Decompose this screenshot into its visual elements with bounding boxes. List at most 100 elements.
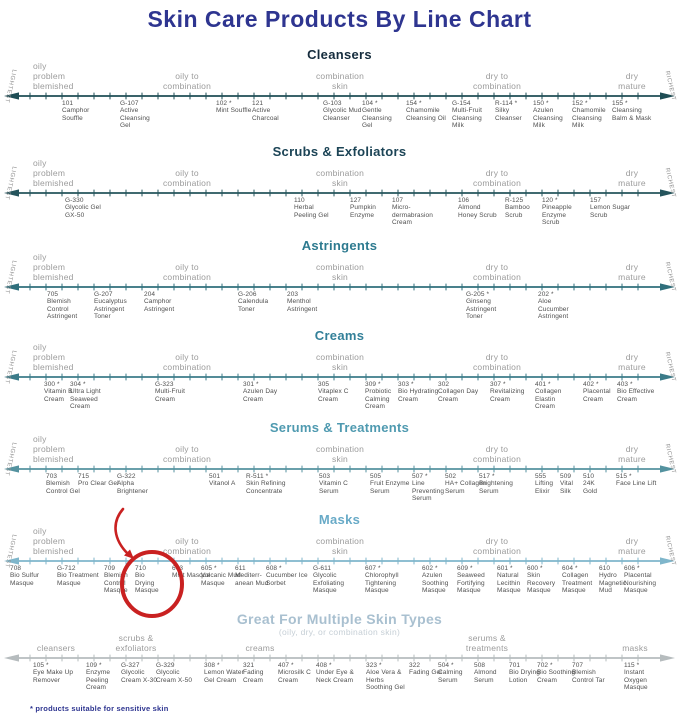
product-code: G-207 (94, 291, 113, 298)
category-label: combination skin (315, 167, 365, 188)
product-g-611: G-611 Glycolic Exfoliating Masque (313, 565, 355, 595)
axis-arrowhead-left (4, 189, 19, 197)
product-name: Ginseng Astringent Toner (466, 298, 497, 321)
product-g-107: G-107 Active Cleansing Gel (120, 100, 162, 130)
product-608: 608 * Cucumber Ice Sorbet (266, 565, 308, 587)
product-name: Under Eye & Neck Cream (316, 669, 354, 684)
product-code: 709 (104, 565, 116, 572)
product-501: 501 Vitanol A (209, 473, 251, 488)
product-605: 605 * Volcanic Mud Masque (201, 565, 243, 587)
category-label: oily problem blemished (33, 341, 74, 372)
product-715: 715 Pro Clear Gel (78, 473, 120, 488)
product-name: Cleansing Balm & Mask (612, 107, 652, 122)
product-code: G-323 (155, 381, 174, 388)
product-code: 102 * (216, 100, 232, 107)
product-code: 104 * (362, 100, 378, 107)
category-label: oily to combination (162, 443, 212, 464)
product-name: Skin Refining Concentrate (246, 480, 286, 495)
axis-arrowhead-right (660, 373, 675, 381)
product-403: 403 * Bio Effective Cream (617, 381, 659, 403)
product-name: Aloe Vera & Herbs Soothing Gel (366, 669, 405, 692)
product-157: 157 Lemon Sugar Scrub (590, 197, 632, 219)
product-204: 204 Camphor Astringent (144, 291, 186, 313)
product-602: 602 * Azulen Soothing Masque (422, 565, 464, 595)
product-code: 302 (438, 381, 450, 388)
page-title: Skin Care Products By Line Chart (147, 6, 532, 32)
product-name: Bio Soothing Cream (537, 669, 576, 684)
product-code: 515 * (616, 473, 632, 480)
product-code: G-611 (313, 565, 332, 572)
axis-arrowhead-right (660, 557, 675, 565)
product-code: 701 (509, 662, 521, 669)
product-code: 608 * (266, 565, 282, 572)
product-r-511: R-511 * Skin Refining Concentrate (246, 473, 288, 495)
product-name: Vitaplex C Cream (318, 388, 349, 403)
product-name: 24K Gold (583, 480, 598, 495)
product-code: 115 * (624, 662, 640, 669)
product-name: Camphor Astringent (144, 298, 175, 313)
axis-arrowhead-left (4, 465, 19, 473)
product-name: Fading Gel (409, 669, 442, 677)
product-323: 323 * Aloe Vera & Herbs Soothing Gel (366, 662, 408, 692)
category-label: dry to combination (472, 535, 522, 556)
product-code: G-330 (65, 197, 84, 204)
product-name: Ultra Light Seaweed Cream (70, 388, 101, 411)
product-name: Glycolic Mud Cleanser (323, 107, 362, 122)
product-code: 407 * (278, 662, 294, 669)
section-serums-treatments: Serums & Treatments oily problem blemishe… (0, 418, 679, 524)
product-name: Bio Drying Lotion (509, 669, 540, 684)
product-517: 517 * Brightening Serum (479, 473, 521, 495)
axis-arrowhead-right (660, 189, 675, 197)
product-code: 510 (583, 473, 595, 480)
product-code: G-154 (452, 100, 471, 107)
product-code: G-712 (57, 565, 76, 572)
axis-line (4, 283, 675, 291)
product-code: 121 (252, 100, 264, 107)
category-label: dry mature (618, 167, 646, 188)
product-code: 305 (318, 381, 330, 388)
product-name: Hydro Magnetic Mud (599, 572, 627, 595)
category-label: scrubs & exfoliators (115, 632, 157, 653)
product-name: Probiotic Calming Cream (365, 388, 392, 411)
section-title-masks: Masks (318, 512, 361, 527)
skin-type-categories: oily problem blemished oily to combinatio… (0, 244, 679, 282)
category-label: masks (622, 642, 648, 653)
product-code: 600 * (527, 565, 543, 572)
product-name: Placental Cream (583, 388, 611, 403)
product-g-154: G-154 Multi-Fruit Cleansing Milk (452, 100, 494, 130)
axis-arrowhead-right (660, 92, 675, 100)
category-label: dry to combination (472, 351, 522, 372)
product-301: 301 * Azulen Day Cream (243, 381, 285, 403)
product-509: 509 Vital Silk (560, 473, 602, 495)
product-709: 709 Blemish Control Masque (104, 565, 146, 595)
product-name: Calming Serum (438, 669, 463, 684)
product-code: 504 * (438, 662, 454, 669)
product-name: Active Cleansing Gel (120, 107, 150, 130)
section-title-cleansers: Cleansers (307, 47, 372, 62)
product-408: 408 * Under Eye & Neck Cream (316, 662, 358, 684)
axis-arrowhead-right (660, 654, 675, 662)
section-title-scrubs-exfoliators: Scrubs & Exfoliators (272, 144, 407, 159)
axis-ticks (29, 654, 639, 662)
product-110: 110 Herbal Peeling Gel (294, 197, 336, 219)
product-name: Menthol Astringent (287, 298, 318, 313)
product-101: 101 Camphor Souffle (62, 100, 104, 122)
product-604: 604 * Collagen Treatment Masque (562, 565, 604, 595)
product-name: Active Charcoal (252, 107, 279, 122)
product-code: G-322 (117, 473, 136, 480)
product-name: Blemish Control Tar (572, 669, 605, 684)
product-303: 303 * Bio Hydrating Cream (398, 381, 440, 403)
product-name: Volcanic Mud Masque (201, 572, 241, 587)
product-code: 601 * (497, 565, 513, 572)
product-name: Bio Treatment Masque (57, 572, 99, 587)
product-code: 155 * (612, 100, 628, 107)
product-g-322: G-322 Alpha Brightener (117, 473, 159, 495)
product-code: 107 (392, 197, 404, 204)
product-name: Enzyme Peeling Cream (86, 669, 111, 692)
product-code: 606 * (624, 565, 640, 572)
product-401: 401 * Collagen Elastin Cream (535, 381, 577, 411)
product-name: Lemon Water Gel Cream (204, 669, 244, 684)
category-label: oily problem blemished (33, 157, 74, 188)
category-label: combination skin (315, 443, 365, 464)
product-name: Eye Make Up Remover (33, 669, 74, 684)
